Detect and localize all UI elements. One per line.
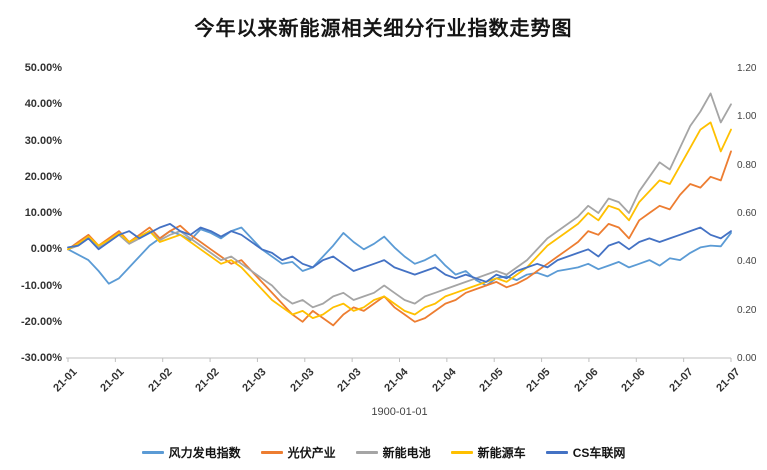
- legend: 风力发电指数 光伏产业 新能电池 新能源车 CS车联网: [0, 444, 767, 461]
- series-line-3: [67, 121, 732, 320]
- chart-title: 今年以来新能源相关细分行业指数走势图: [194, 18, 573, 40]
- legend-item: 风力发电指数: [141, 444, 241, 461]
- y-axis-left-label: -30.00%: [21, 352, 62, 364]
- y-axis-right-label: 1.00: [737, 111, 757, 123]
- y-axis-left-label: 40.00%: [24, 98, 62, 111]
- series-line-1: [67, 150, 732, 327]
- legend-item: 新能电池: [355, 444, 431, 461]
- y-axis-left-label: 30.00%: [24, 134, 62, 147]
- y-axis-right-label: 1.20: [737, 63, 757, 74]
- legend-swatch: [545, 451, 568, 454]
- y-axis-left-label: 50.00%: [24, 62, 62, 74]
- legend-item: 新能源车: [450, 444, 526, 461]
- legend-label: 光伏产业: [287, 446, 336, 460]
- y-axis-right-label: 0.20: [737, 304, 757, 316]
- y-axis-left-label: 20.00%: [24, 170, 62, 183]
- legend-swatch: [260, 451, 283, 454]
- series-line-4: [67, 222, 732, 283]
- y-axis-right-label: 0.40: [737, 256, 757, 268]
- legend-label: 新能电池: [382, 446, 431, 460]
- legend-label: 风力发电指数: [168, 446, 241, 460]
- y-axis-right-label: 0.60: [737, 208, 757, 219]
- legend-label: 新能源车: [477, 446, 526, 460]
- legend-swatch: [450, 451, 473, 454]
- series-line-2: [67, 92, 732, 309]
- legend-swatch: [141, 451, 164, 454]
- y-axis-right-label: 0.00: [737, 353, 757, 364]
- legend-swatch: [355, 451, 378, 454]
- legend-item: CS车联网: [545, 444, 626, 461]
- y-axis-right-label: 0.80: [737, 159, 757, 171]
- y-axis-left-label: -10.00%: [21, 279, 62, 292]
- y-axis-left-label: -20.00%: [21, 315, 62, 328]
- x-axis-title: 1900-01-01: [371, 406, 428, 418]
- y-axis-left-label: 10.00%: [24, 207, 62, 219]
- y-axis-left-label: 0.00%: [30, 243, 62, 256]
- series-line-0: [67, 226, 732, 287]
- legend-item: 光伏产业: [260, 444, 336, 461]
- legend-label: CS车联网: [572, 446, 626, 460]
